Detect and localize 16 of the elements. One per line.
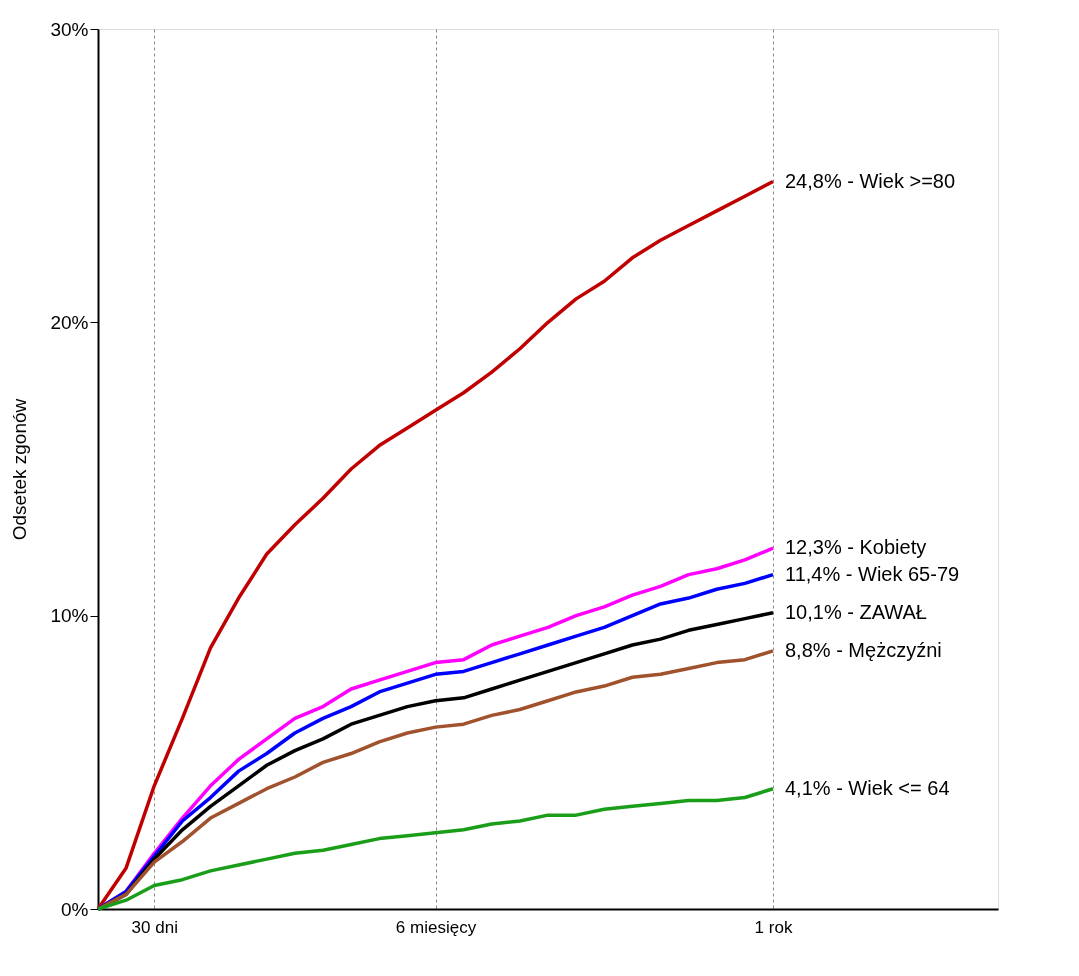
y-tick-label: 20% [50, 311, 89, 333]
annotation: 24,8% - Wiek >=80 [785, 169, 956, 192]
annotation: 12,3% - Kobiety [785, 536, 927, 559]
y-tick-label: 30% [50, 18, 89, 40]
annotation: 11,4% - Wiek 65-79 [785, 562, 960, 585]
line-series [96, 786, 775, 911]
x-tick-label: 6 miesięcy [395, 917, 477, 937]
x-tick-label: 30 dni [131, 917, 178, 937]
annotation: 10,1% - ZAWAŁ [785, 600, 927, 623]
annotation: 8,8% - Mężczyźni [785, 638, 942, 661]
annotation: 4,1% - Wiek <= 64 [785, 776, 950, 799]
x-tick-label: 1 rok [754, 917, 793, 937]
y-axis-title: Odsetek zgonów [9, 398, 31, 541]
y-tick-label: 0% [61, 898, 89, 920]
line-series [96, 179, 775, 911]
y-tick-label: 10% [50, 605, 89, 627]
